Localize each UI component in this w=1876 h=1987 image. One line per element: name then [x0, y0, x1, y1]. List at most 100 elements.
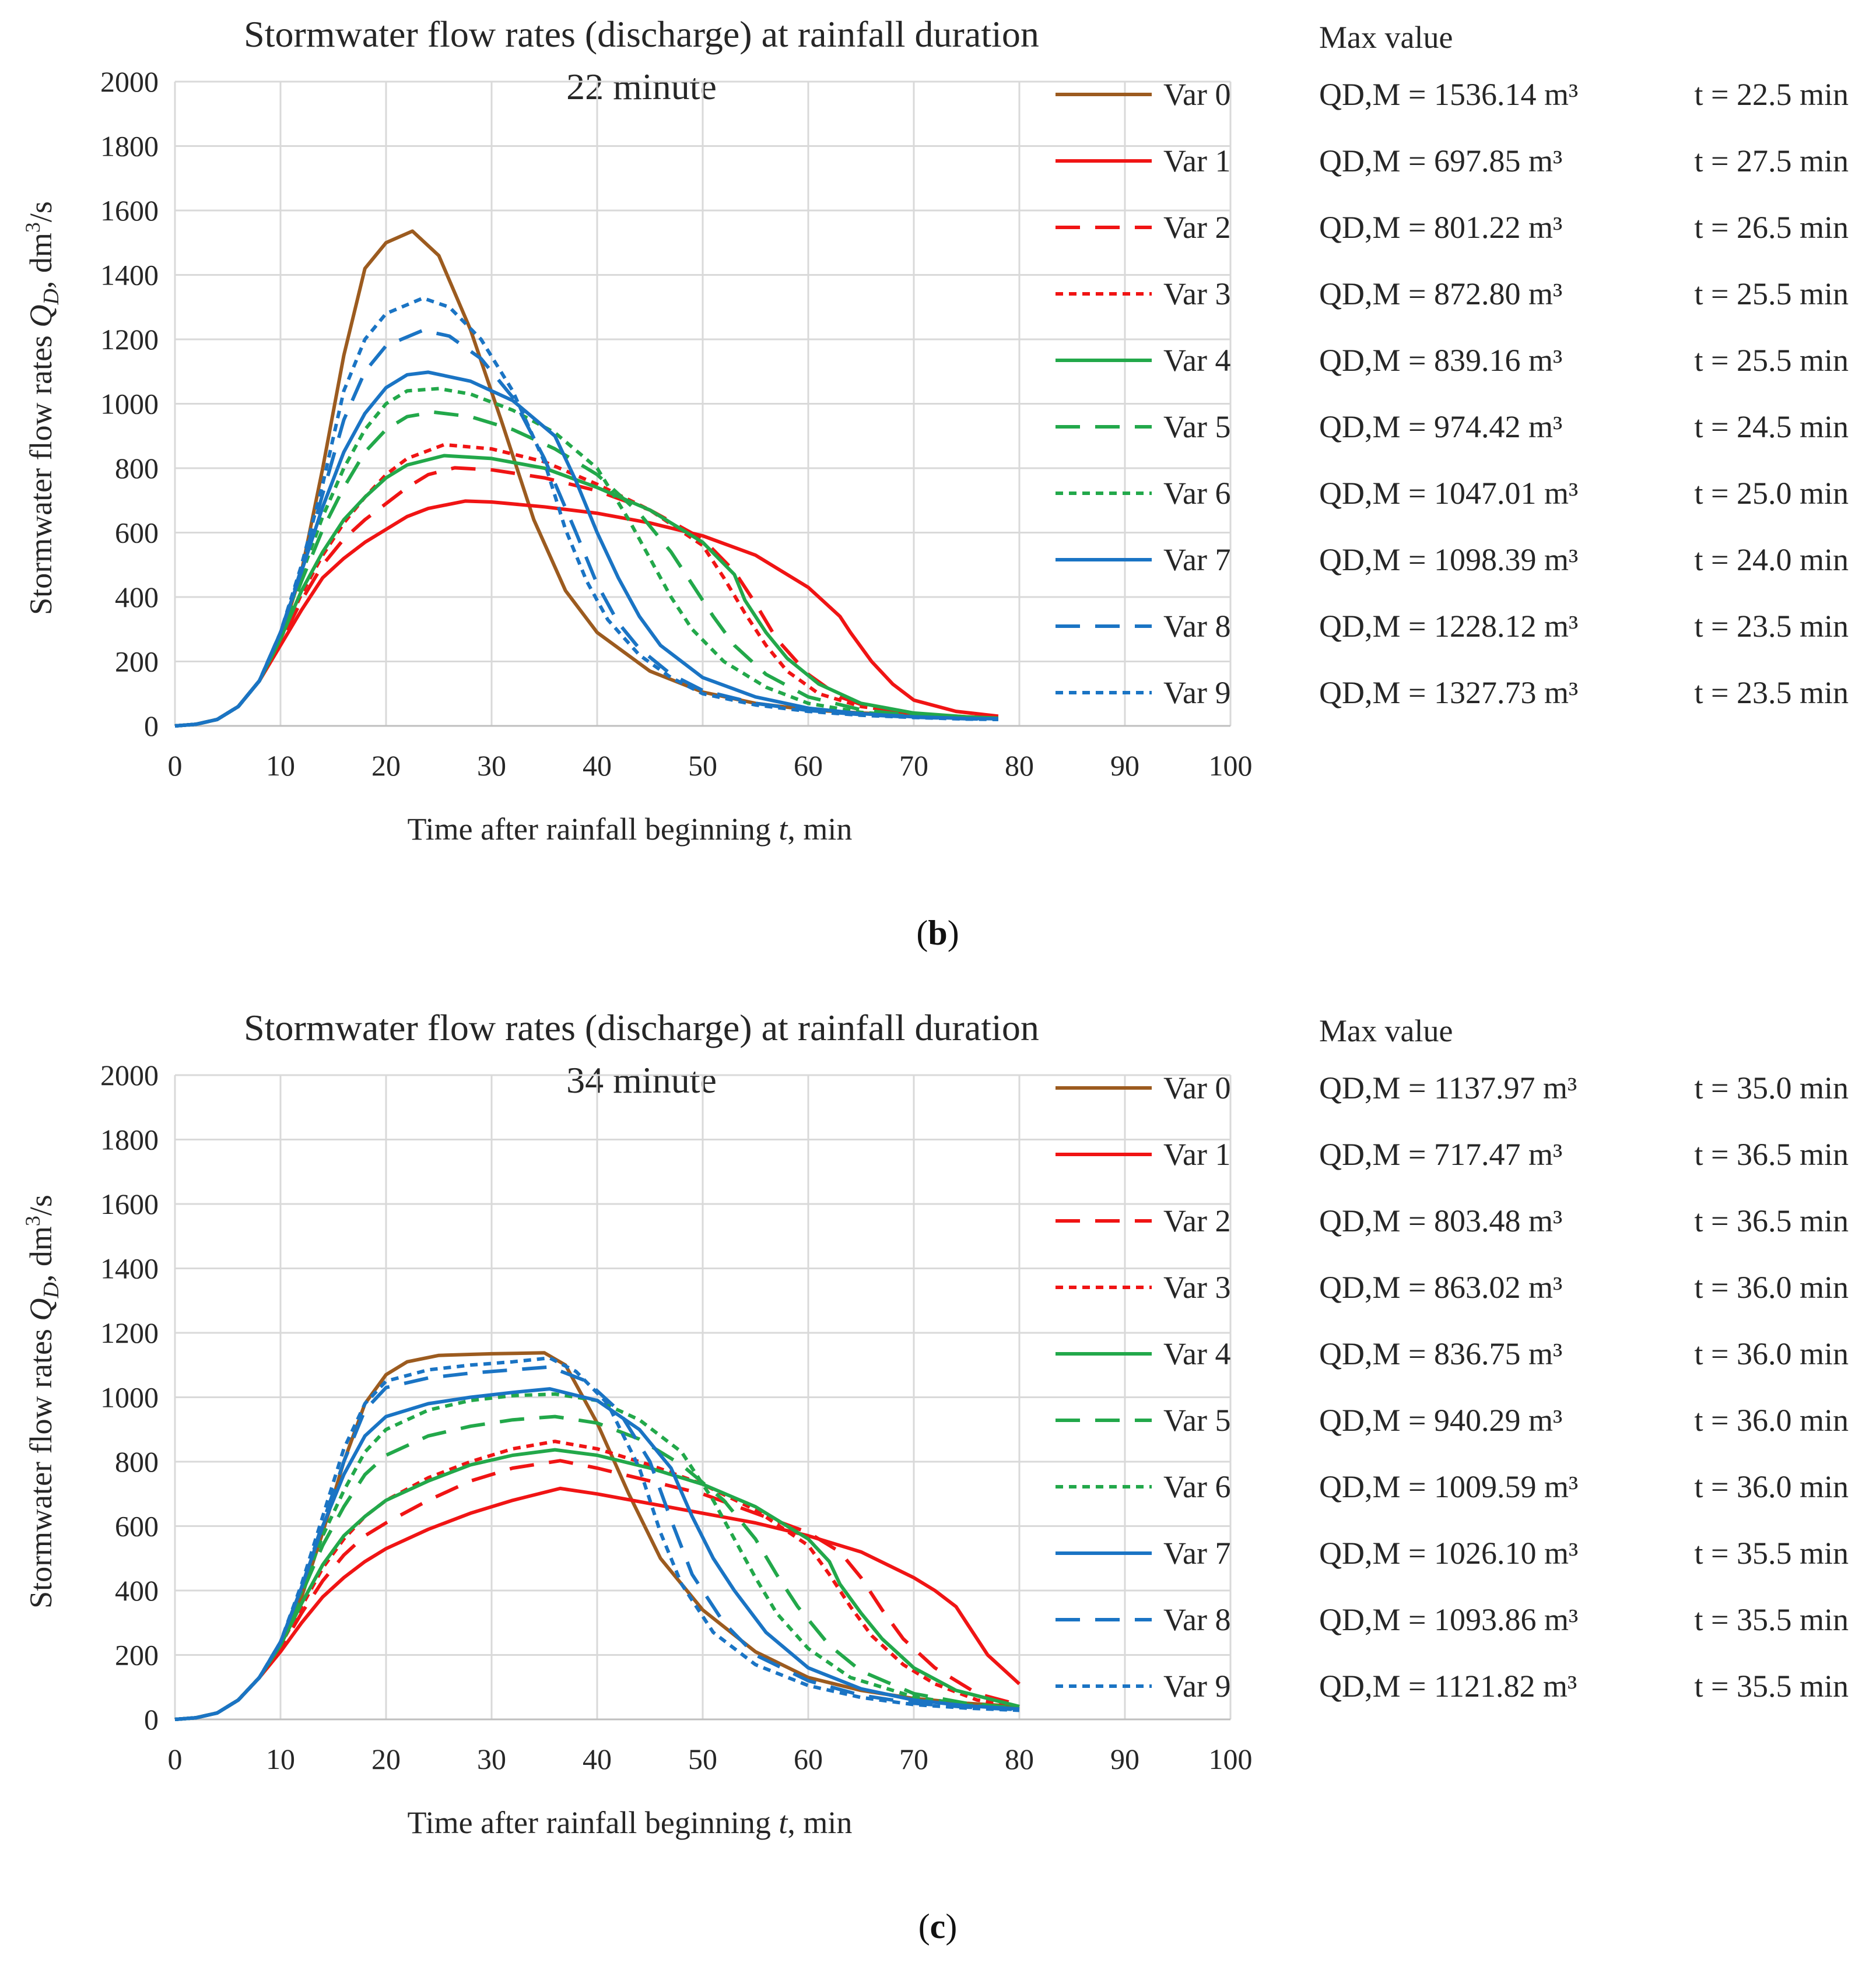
- series-line-var-5: [174, 1414, 1020, 1721]
- panel-label: (b): [916, 914, 959, 952]
- legend-max-value-var-9: QD,M = 1121.82 m³: [1319, 1669, 1577, 1704]
- x-tick-label: 50: [688, 1743, 717, 1775]
- legend-label-var-6: Var 6: [1163, 1469, 1230, 1504]
- x-tick-label: 60: [794, 1743, 823, 1775]
- legend-peak-time-var-5: t = 24.5 min: [1695, 409, 1849, 444]
- y-tick-label: 1200: [100, 323, 159, 356]
- y-tick-label: 1800: [100, 1124, 159, 1156]
- x-tick-label: 30: [477, 749, 506, 782]
- x-tick-label: 50: [688, 749, 717, 782]
- legend-label-var-1: Var 1: [1163, 1137, 1230, 1172]
- panel-label-letter: c: [930, 1907, 946, 1946]
- legend-label-var-5: Var 5: [1163, 409, 1230, 444]
- legend-max-value-var-6: QD,M = 1009.59 m³: [1319, 1469, 1578, 1504]
- legend-peak-time-var-6: t = 36.0 min: [1695, 1469, 1849, 1504]
- legend-label-var-4: Var 4: [1163, 343, 1230, 378]
- panel-label: (c): [918, 1907, 958, 1946]
- legend: Var 0 QD,M = 1536.14 m³ t = 22.5 min Var 1 Q…: [1056, 77, 1849, 710]
- x-tick-label: 90: [1110, 1743, 1139, 1775]
- legend-peak-time-var-1: t = 36.5 min: [1695, 1137, 1849, 1172]
- series-line-var-3: [174, 443, 998, 728]
- legend-header: Max value: [1319, 1013, 1453, 1048]
- plot-area: 0 200 400 600 800 1000 1200 1400 1600 1800 2000 0 10…: [100, 65, 1253, 782]
- y-tick-label: 800: [115, 1445, 159, 1478]
- series-line-var-1: [174, 499, 999, 728]
- legend-peak-time-var-9: t = 35.5 min: [1695, 1669, 1849, 1704]
- legend-label-var-5: Var 5: [1163, 1403, 1230, 1438]
- x-tick-label: 70: [899, 1743, 928, 1775]
- legend-max-value-var-4: QD,M = 839.16 m³: [1319, 343, 1562, 378]
- series-line-var-7: [174, 370, 998, 728]
- y-tick-label: 2000: [100, 1059, 159, 1091]
- legend-max-value-var-6: QD,M = 1047.01 m³: [1319, 476, 1578, 511]
- legend: Var 0 QD,M = 1137.97 m³ t = 35.0 min Var 1 Q…: [1056, 1070, 1849, 1704]
- chart-title-line1: Stormwater flow rates (discharge) at rai…: [244, 1007, 1039, 1048]
- y-tick-label: 1600: [100, 194, 159, 227]
- x-tick-label: 10: [266, 1743, 295, 1775]
- x-tick-label: 40: [583, 1743, 612, 1775]
- x-tick-label: 0: [168, 1743, 183, 1775]
- y-tick-label: 1000: [100, 388, 159, 420]
- y-tick-label: 1400: [100, 259, 159, 292]
- legend-max-value-var-1: QD,M = 717.47 m³: [1319, 1137, 1562, 1172]
- legend-label-var-7: Var 7: [1163, 542, 1230, 577]
- chart-panel-b: Stormwater flow rates (discharge) at rai…: [21, 13, 1849, 952]
- legend-peak-time-var-2: t = 26.5 min: [1695, 210, 1849, 245]
- legend-label-var-7: Var 7: [1163, 1536, 1230, 1571]
- legend-peak-time-var-2: t = 36.5 min: [1695, 1203, 1849, 1238]
- legend-peak-time-var-8: t = 35.5 min: [1695, 1602, 1849, 1637]
- series-line-var-9: [174, 296, 998, 728]
- x-tick-label: 30: [477, 1743, 506, 1775]
- y-axis-label: Stormwater flow rates QD, dm3/s: [21, 201, 64, 615]
- x-tick-label: 20: [371, 749, 401, 782]
- x-axis-label: Time after rainfall beginning t, min: [408, 1805, 853, 1840]
- y-tick-label: 1200: [100, 1317, 159, 1349]
- y-tick-label: 400: [115, 581, 159, 613]
- legend-max-value-var-0: QD,M = 1536.14 m³: [1319, 77, 1578, 112]
- legend-label-var-3: Var 3: [1163, 276, 1230, 311]
- legend-label-var-0: Var 0: [1163, 77, 1230, 112]
- chart-title-line1: Stormwater flow rates (discharge) at rai…: [244, 13, 1039, 55]
- legend-peak-time-var-1: t = 27.5 min: [1695, 143, 1849, 178]
- legend-max-value-var-4: QD,M = 836.75 m³: [1319, 1336, 1562, 1371]
- legend-label-var-8: Var 8: [1163, 609, 1230, 644]
- legend-max-value-var-8: QD,M = 1228.12 m³: [1319, 609, 1578, 644]
- legend-peak-time-var-0: t = 35.0 min: [1695, 1070, 1849, 1105]
- x-tick-label: 100: [1209, 749, 1253, 782]
- y-tick-label: 200: [115, 1639, 159, 1672]
- legend-peak-time-var-7: t = 35.5 min: [1695, 1536, 1849, 1571]
- legend-peak-time-var-6: t = 25.0 min: [1695, 476, 1849, 511]
- y-tick-label: 800: [115, 452, 159, 485]
- legend-peak-time-var-3: t = 25.5 min: [1695, 276, 1849, 311]
- y-tick-label: 600: [115, 517, 159, 549]
- legend-peak-time-var-4: t = 25.5 min: [1695, 343, 1849, 378]
- y-tick-label: 0: [144, 710, 159, 742]
- x-tick-label: 20: [371, 1743, 401, 1775]
- legend-label-var-3: Var 3: [1163, 1270, 1230, 1305]
- legend-label-var-1: Var 1: [1163, 143, 1230, 178]
- x-tick-label: 0: [168, 749, 183, 782]
- legend-max-value-var-5: QD,M = 940.29 m³: [1319, 1403, 1562, 1438]
- legend-peak-time-var-3: t = 36.0 min: [1695, 1270, 1849, 1305]
- legend-label-var-9: Var 9: [1163, 675, 1230, 710]
- legend-max-value-var-1: QD,M = 697.85 m³: [1319, 143, 1562, 178]
- legend-peak-time-var-5: t = 36.0 min: [1695, 1403, 1849, 1438]
- panel-label-letter: b: [928, 914, 947, 952]
- legend-peak-time-var-8: t = 23.5 min: [1695, 609, 1849, 644]
- y-tick-label: 600: [115, 1510, 159, 1543]
- y-axis-label: Stormwater flow rates QD, dm3/s: [21, 1195, 64, 1609]
- y-tick-label: 0: [144, 1703, 159, 1736]
- chart-panel-c: Stormwater flow rates (discharge) at rai…: [0, 994, 1876, 1987]
- legend-label-var-4: Var 4: [1163, 1336, 1230, 1371]
- legend-max-value-var-7: QD,M = 1026.10 m³: [1319, 1536, 1578, 1571]
- legend-label-var-9: Var 9: [1163, 1669, 1230, 1704]
- series-line-var-9: [174, 1356, 1020, 1721]
- legend-max-value-var-3: QD,M = 872.80 m³: [1319, 276, 1562, 311]
- x-tick-label: 10: [266, 749, 295, 782]
- y-tick-label: 1000: [100, 1381, 159, 1414]
- legend-label-var-8: Var 8: [1163, 1602, 1230, 1637]
- legend-peak-time-var-9: t = 23.5 min: [1695, 675, 1849, 710]
- plot-area: 0 200 400 600 800 1000 1200 1400 1600 1800 2000 0 10…: [100, 1059, 1253, 1775]
- legend-max-value-var-2: QD,M = 801.22 m³: [1319, 210, 1562, 245]
- series-line-var-5: [174, 410, 998, 728]
